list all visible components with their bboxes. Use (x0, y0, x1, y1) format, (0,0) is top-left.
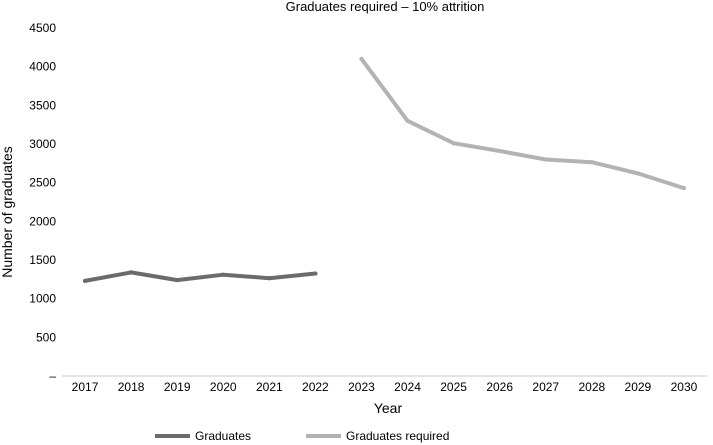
data-point-graduates-required (589, 160, 594, 165)
chart-title: Graduates required – 10% attrition (286, 0, 485, 14)
x-axis-label: Year (374, 400, 403, 416)
y-tick-label: 2500 (29, 176, 56, 190)
x-tick-label: 2023 (348, 380, 375, 394)
data-point-graduates (175, 278, 180, 283)
x-tick-label: 2024 (394, 380, 421, 394)
y-tick-label: 3000 (29, 137, 56, 151)
legend: Graduates Graduates required (155, 429, 449, 443)
x-tick-label: 2027 (532, 380, 559, 394)
data-point-graduates-required (405, 118, 410, 123)
data-point-graduates-required (451, 141, 456, 146)
x-tick-label: 2025 (440, 380, 467, 394)
y-tick-label: 1000 (29, 292, 56, 306)
data-point-graduates (221, 272, 226, 277)
x-tick-label: 2021 (256, 380, 283, 394)
data-point-graduates-required (359, 56, 364, 61)
data-point-graduates-required (681, 186, 686, 191)
legend-label: Graduates (195, 429, 251, 443)
series-line-graduates (83, 270, 318, 283)
data-point-graduates-required (543, 157, 548, 162)
x-axis-ticks: 2017 2018 2019 2020 2021 2022 2023 2024 2025 2026… (72, 380, 698, 394)
x-tick-label: 2028 (578, 380, 605, 394)
y-axis-ticks: – 500 1000 1500 2000 2500 3000 3500 4000 4500 (29, 21, 56, 383)
data-point-graduates-required (635, 171, 640, 176)
x-tick-label: 2018 (118, 380, 145, 394)
y-tick-label: 2000 (29, 214, 56, 228)
y-axis-label: Number of graduates (0, 146, 15, 278)
y-tick-label: – (49, 369, 56, 383)
y-tick-label: 4000 (29, 60, 56, 74)
x-tick-label: 2017 (72, 380, 99, 394)
x-tick-label: 2019 (164, 380, 191, 394)
data-point-graduates (83, 278, 88, 283)
series-layer (83, 56, 686, 283)
x-tick-label: 2026 (486, 380, 513, 394)
data-point-graduates (129, 270, 134, 275)
data-point-graduates (267, 276, 272, 281)
x-tick-label: 2022 (302, 380, 329, 394)
series-line-graduates-required (359, 56, 686, 191)
y-tick-label: 500 (36, 330, 56, 344)
data-point-graduates-required (497, 148, 502, 153)
legend-label: Graduates required (346, 429, 449, 443)
data-point-graduates (313, 271, 318, 276)
y-tick-label: 3500 (29, 98, 56, 112)
y-tick-label: 1500 (29, 253, 56, 267)
y-tick-label: 4500 (29, 21, 56, 35)
x-tick-label: 2020 (210, 380, 237, 394)
x-tick-label: 2029 (625, 380, 652, 394)
x-tick-label: 2030 (671, 380, 698, 394)
